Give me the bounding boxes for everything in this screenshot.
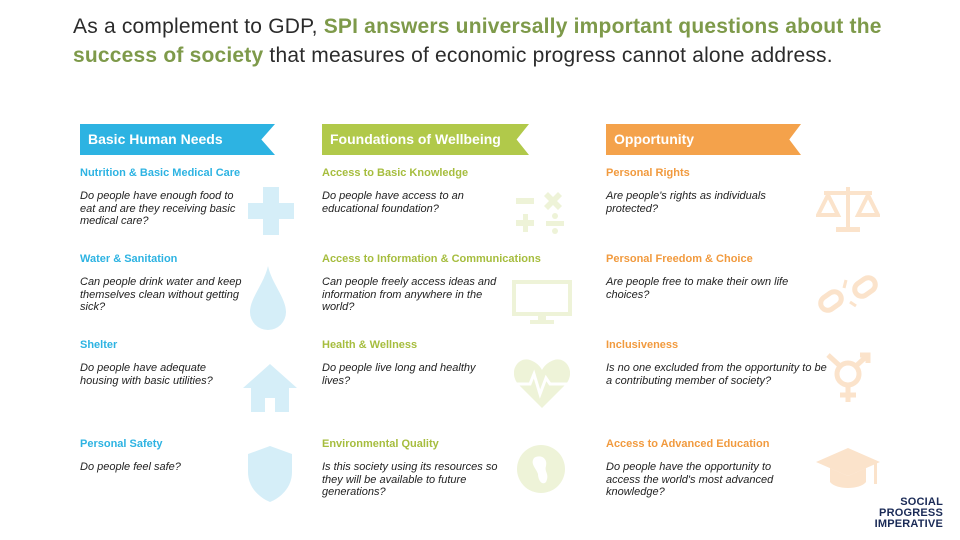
house-icon bbox=[243, 364, 297, 412]
component-personal-freedom: Personal Freedom & Choice Are people fre… bbox=[606, 252, 866, 301]
component-question: Is this society using its resources so t… bbox=[322, 461, 498, 498]
component-title: Environmental Quality bbox=[322, 438, 439, 450]
component-question: Do people live long and healthy lives? bbox=[322, 362, 476, 387]
component-title: Health & Wellness bbox=[322, 339, 418, 351]
component-personal-rights: Personal Rights Are people's rights as i… bbox=[606, 166, 866, 215]
math-symbols-icon bbox=[516, 192, 564, 234]
component-title: Shelter bbox=[80, 339, 118, 351]
logo-line-2: PROGRESS bbox=[879, 507, 943, 519]
shield-icon bbox=[248, 446, 292, 502]
monitor-icon bbox=[512, 280, 572, 324]
intro-part2: that measures of economic progress canno… bbox=[263, 44, 833, 67]
component-question: Do people have access to an educational … bbox=[322, 190, 464, 215]
component-title: Personal Freedom & Choice bbox=[606, 253, 753, 265]
spi-logo: SOCIAL PROGRESS IMPERATIVE bbox=[875, 497, 943, 530]
component-title: Access to Advanced Education bbox=[606, 438, 770, 450]
component-question: Can people freely access ideas and infor… bbox=[322, 276, 497, 313]
medical-cross-icon bbox=[248, 187, 294, 235]
component-question: Do people have enough food to eat and ar… bbox=[80, 190, 236, 227]
component-title: Access to Information & Communications bbox=[322, 253, 541, 265]
broken-chain-icon bbox=[818, 275, 878, 313]
component-title: Access to Basic Knowledge bbox=[322, 167, 469, 179]
logo-line-3: IMPERATIVE bbox=[874, 518, 943, 530]
component-shelter: Shelter Do people have adequate housing … bbox=[80, 338, 340, 387]
globe-icon bbox=[517, 445, 565, 493]
water-drop-icon bbox=[250, 266, 286, 330]
component-title: Water & Sanitation bbox=[80, 253, 178, 265]
component-question: Can people drink water and keep themselv… bbox=[80, 276, 242, 313]
component-basic-knowledge: Access to Basic Knowledge Do people have… bbox=[322, 166, 582, 215]
component-information-communications: Access to Information & Communications C… bbox=[322, 252, 582, 314]
component-personal-safety: Personal Safety Do people feel safe? bbox=[80, 437, 340, 474]
component-water: Water & Sanitation Can people drink wate… bbox=[80, 252, 340, 314]
component-title: Personal Rights bbox=[606, 167, 690, 179]
component-title: Nutrition & Basic Medical Care bbox=[80, 167, 241, 179]
intro-part1: As a complement to GDP, bbox=[73, 15, 324, 38]
component-question: Are people's rights as individuals prote… bbox=[606, 190, 766, 215]
component-health-wellness: Health & Wellness Do people live long an… bbox=[322, 338, 582, 387]
component-question: Do people feel safe? bbox=[80, 461, 181, 473]
column-foundations-of-wellbeing: Foundations of Wellbeing Access to Basic… bbox=[322, 124, 622, 498]
component-inclusiveness: Inclusiveness Is no one excluded from th… bbox=[606, 338, 866, 387]
gender-symbol-icon bbox=[826, 352, 871, 402]
heartbeat-icon bbox=[514, 359, 570, 408]
component-title: Personal Safety bbox=[80, 438, 163, 450]
column-opportunity: Opportunity Personal Rights Are people's… bbox=[606, 124, 906, 498]
graduation-cap-icon bbox=[816, 448, 880, 488]
banner-basic-human-needs: Basic Human Needs bbox=[80, 124, 275, 155]
component-question: Is no one excluded from the opportunity … bbox=[606, 362, 827, 387]
intro-highlight: SPI answers universally important questi… bbox=[73, 15, 882, 67]
banner-opportunity: Opportunity bbox=[606, 124, 801, 155]
logo-line-1: SOCIAL bbox=[900, 496, 943, 508]
scales-icon bbox=[816, 187, 880, 232]
column-basic-human-needs: Basic Human Needs Nutrition & Basic Medi… bbox=[80, 124, 380, 473]
component-question: Do people have adequate housing with bas… bbox=[80, 362, 213, 387]
banner-foundations-of-wellbeing: Foundations of Wellbeing bbox=[322, 124, 529, 155]
component-title: Inclusiveness bbox=[606, 339, 679, 351]
component-question: Do people have the opportunity to access… bbox=[606, 461, 774, 498]
component-advanced-education: Access to Advanced Education Do people h… bbox=[606, 437, 866, 499]
intro-text: As a complement to GDP, SPI answers univ… bbox=[73, 12, 903, 70]
component-environmental-quality: Environmental Quality Is this society us… bbox=[322, 437, 582, 499]
component-nutrition: Nutrition & Basic Medical Care Do people… bbox=[80, 166, 340, 228]
component-question: Are people free to make their own life c… bbox=[606, 276, 789, 301]
